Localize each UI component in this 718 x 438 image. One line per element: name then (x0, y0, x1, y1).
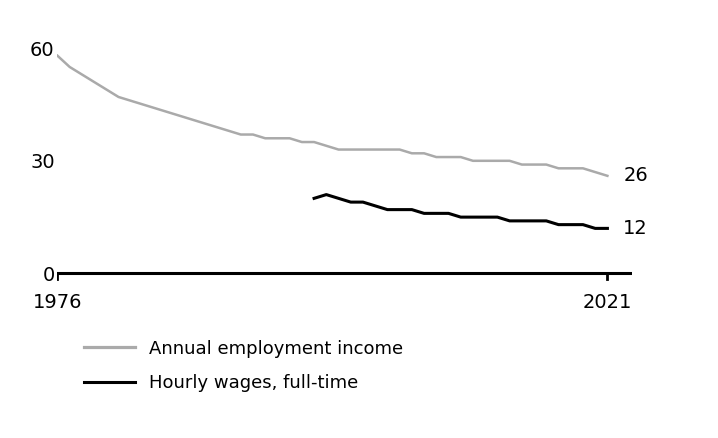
Text: 12: 12 (623, 219, 648, 238)
Legend: Annual employment income, Hourly wages, full-time: Annual employment income, Hourly wages, … (78, 332, 411, 399)
Text: 26: 26 (623, 166, 648, 185)
